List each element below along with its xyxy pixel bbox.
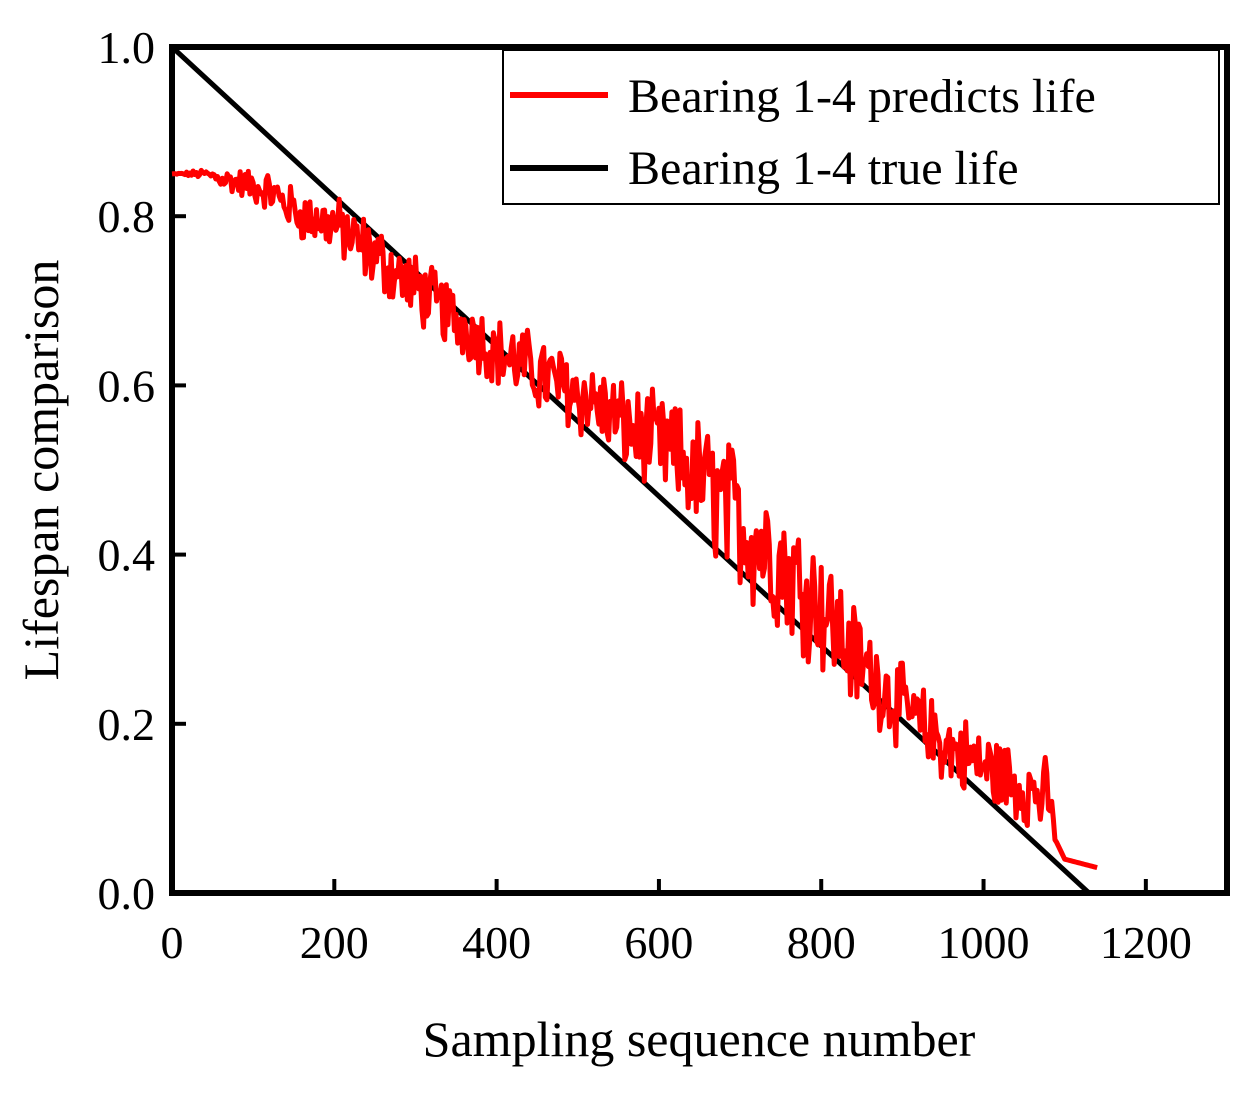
- x-tick-label-1200: 1200: [1100, 917, 1192, 968]
- y-tick-label-0-8: 0.8: [98, 191, 156, 242]
- x-tick-label-200: 200: [300, 917, 369, 968]
- x-tick-label-1000: 1000: [938, 917, 1030, 968]
- y-tick-labels: 0.0 0.2 0.4 0.6 0.8 1.0: [98, 22, 156, 919]
- y-tick-label-0-0: 0.0: [98, 868, 156, 919]
- y-axis-label: Lifespan comparison: [13, 260, 69, 681]
- x-axis-label: Sampling sequence number: [423, 1011, 976, 1067]
- x-tick-label-0: 0: [161, 917, 184, 968]
- predicted-life-line: [171, 167, 1099, 871]
- plot-frame: [169, 44, 1230, 896]
- y-tick-label-0-6: 0.6: [98, 360, 156, 411]
- legend: Bearing 1-4 predicts life Bearing 1-4 tr…: [502, 49, 1220, 205]
- x-tick-label-800: 800: [787, 917, 856, 968]
- y-tick-label-1-0: 1.0: [98, 22, 156, 73]
- legend-label-true: Bearing 1-4 true life: [628, 142, 1019, 195]
- y-tick-label-0-2: 0.2: [98, 699, 156, 750]
- x-tick-labels: 0 200 400 600 800 1000 1200: [161, 917, 1192, 968]
- legend-box: [502, 49, 1220, 205]
- y-tick-label-0-4: 0.4: [98, 530, 156, 581]
- series-layer: [170, 45, 1099, 895]
- x-tick-label-600: 600: [624, 917, 693, 968]
- x-tick-label-400: 400: [462, 917, 531, 968]
- true-life-line: [170, 45, 1091, 895]
- legend-label-predicted: Bearing 1-4 predicts life: [628, 70, 1096, 123]
